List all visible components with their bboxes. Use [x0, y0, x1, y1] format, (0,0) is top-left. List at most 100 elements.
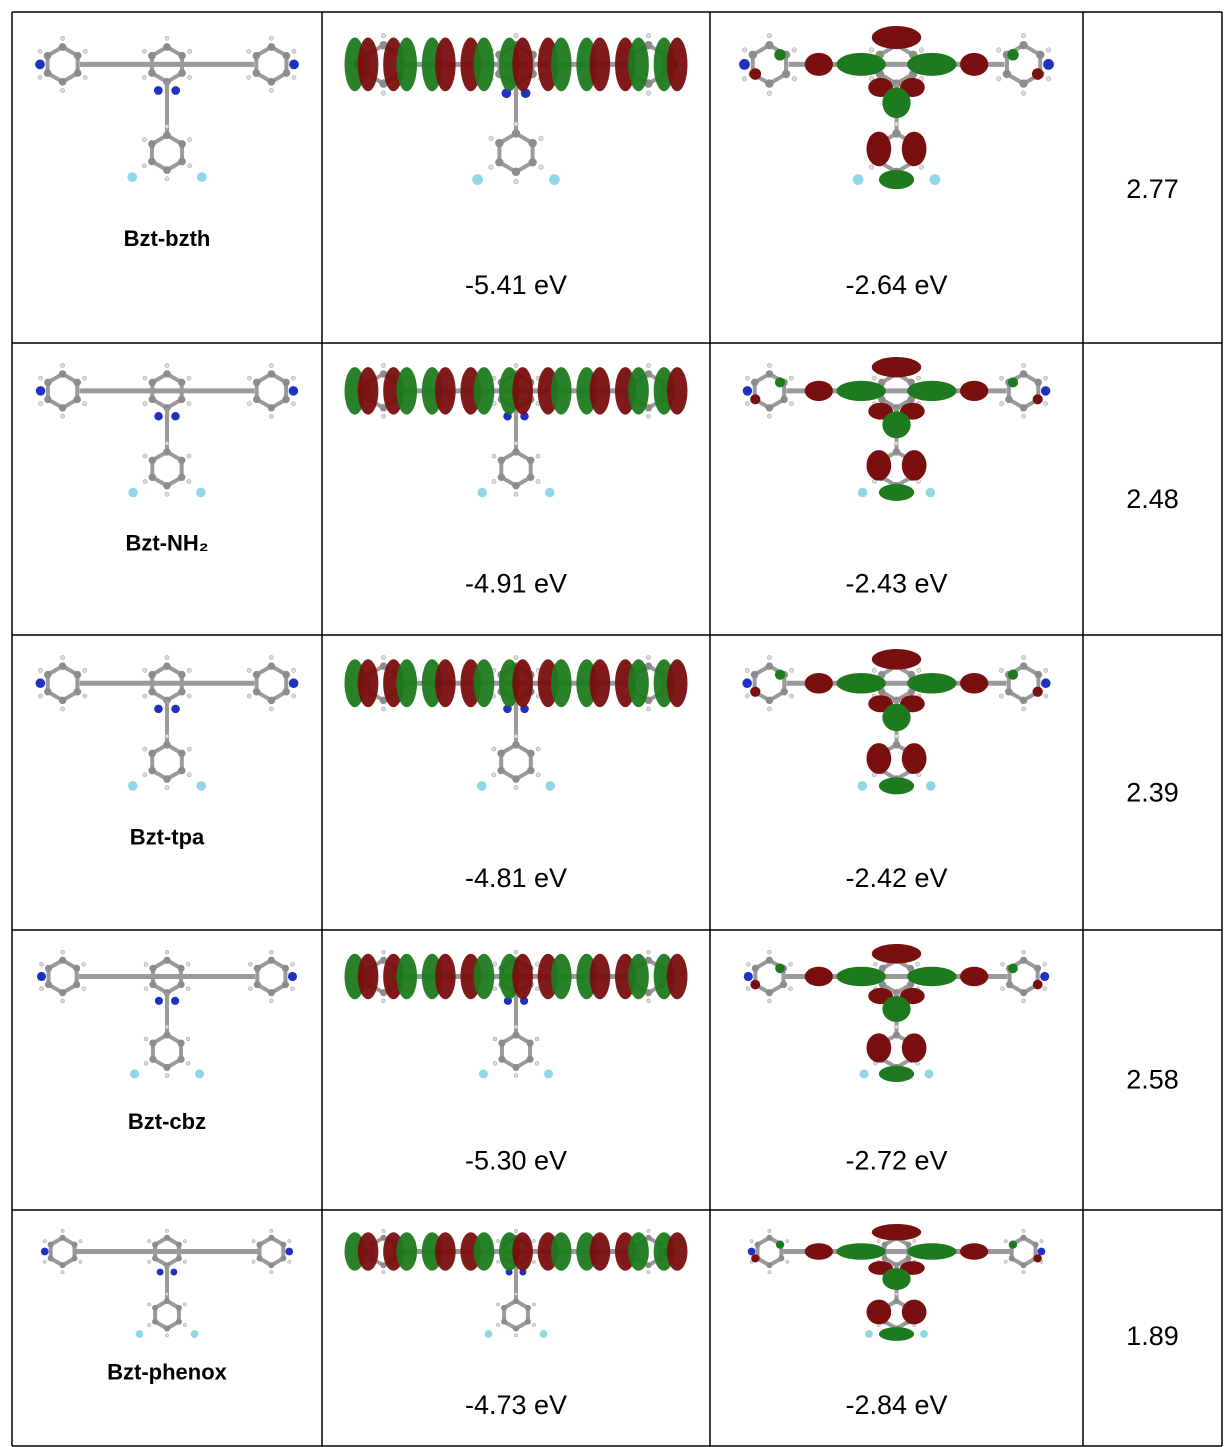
lobe	[872, 357, 921, 377]
atom	[44, 671, 52, 679]
atom	[256, 1255, 262, 1261]
lobe	[805, 381, 833, 401]
atom	[498, 474, 505, 481]
atom	[1006, 981, 1013, 988]
atom	[268, 697, 276, 705]
hydrogen	[269, 363, 273, 367]
orbital	[345, 33, 688, 185]
heteroatom	[288, 972, 297, 981]
hydrogen	[1000, 376, 1004, 380]
atom	[501, 1305, 507, 1311]
lobe	[551, 954, 572, 999]
atom	[59, 957, 66, 964]
hydrogen	[269, 950, 273, 954]
lobe	[805, 967, 833, 986]
atom	[253, 379, 260, 386]
hydrogen	[646, 707, 650, 711]
atom	[497, 767, 505, 775]
hydrogen	[916, 962, 920, 966]
molecule	[41, 1229, 293, 1338]
atom	[525, 1305, 531, 1311]
atom	[44, 688, 52, 696]
lobe	[750, 980, 760, 990]
lobe	[882, 411, 910, 438]
atom	[512, 775, 520, 783]
hydrogen	[38, 75, 42, 79]
fluorine	[858, 488, 867, 497]
hydrogen	[147, 1240, 150, 1243]
nitrogen	[171, 997, 179, 1005]
hydrogen	[492, 747, 496, 751]
hydrogen	[252, 1260, 255, 1263]
atom	[882, 1242, 888, 1248]
hydrogen	[61, 1270, 64, 1273]
hydrogen	[83, 668, 87, 672]
atom	[268, 957, 275, 964]
atom	[163, 166, 171, 174]
hydrogen	[999, 694, 1003, 698]
lobe	[358, 367, 379, 414]
atom	[178, 688, 186, 696]
fluorine	[924, 1069, 933, 1078]
atom	[512, 168, 520, 176]
hydrogen	[792, 48, 797, 53]
atom	[778, 1255, 784, 1261]
lobe	[474, 954, 495, 999]
lumo-energy: -2.72 eV	[845, 1146, 947, 1176]
nitrogen	[154, 412, 162, 420]
hydrogen	[646, 363, 650, 367]
atom	[60, 1262, 66, 1268]
heteroatom	[36, 678, 46, 688]
hydrogen	[144, 1037, 148, 1041]
lobe	[551, 38, 572, 92]
lobe	[836, 967, 885, 986]
hydrogen	[82, 987, 86, 991]
atom	[526, 1039, 533, 1046]
hydrogen	[143, 402, 147, 406]
hydrogen	[143, 694, 147, 698]
lobe	[628, 954, 649, 999]
atom	[44, 379, 51, 386]
hydrogen	[789, 987, 793, 991]
lobe	[836, 1243, 885, 1259]
hydrogen	[869, 165, 874, 170]
heteroatom	[742, 678, 752, 688]
hydrogen	[496, 1323, 499, 1326]
fluorine	[930, 174, 941, 185]
lobe	[836, 673, 885, 694]
lobe	[512, 1232, 533, 1270]
hydrogen	[767, 950, 771, 954]
hydrogen	[382, 1229, 385, 1232]
atom	[766, 697, 774, 705]
lobe	[1033, 980, 1043, 990]
lobe	[805, 1243, 833, 1259]
hydrogen	[873, 962, 877, 966]
lobe	[628, 1232, 649, 1270]
fluorine	[196, 488, 205, 497]
lobe	[872, 26, 921, 49]
atom	[178, 379, 185, 386]
atom	[527, 750, 535, 758]
lobe	[512, 954, 533, 999]
atom	[882, 1255, 888, 1261]
atom	[253, 52, 261, 60]
fluorine	[926, 781, 936, 791]
hydrogen	[61, 36, 65, 40]
lobe	[776, 1240, 784, 1248]
atom	[45, 981, 52, 988]
hydrogen	[919, 48, 924, 53]
atom	[148, 671, 156, 679]
lobe	[1007, 49, 1019, 61]
nitrogen	[155, 997, 163, 1005]
atom	[268, 662, 276, 670]
lobe	[628, 367, 649, 414]
hydrogen	[1022, 1270, 1025, 1273]
fluorine	[130, 1069, 139, 1078]
lobe	[960, 1243, 988, 1259]
hydrogen	[292, 694, 296, 698]
hydrogen	[188, 75, 192, 79]
hydrogen	[292, 49, 296, 53]
atom	[48, 1255, 54, 1261]
atom	[766, 957, 773, 964]
hydrogen	[535, 1061, 539, 1065]
